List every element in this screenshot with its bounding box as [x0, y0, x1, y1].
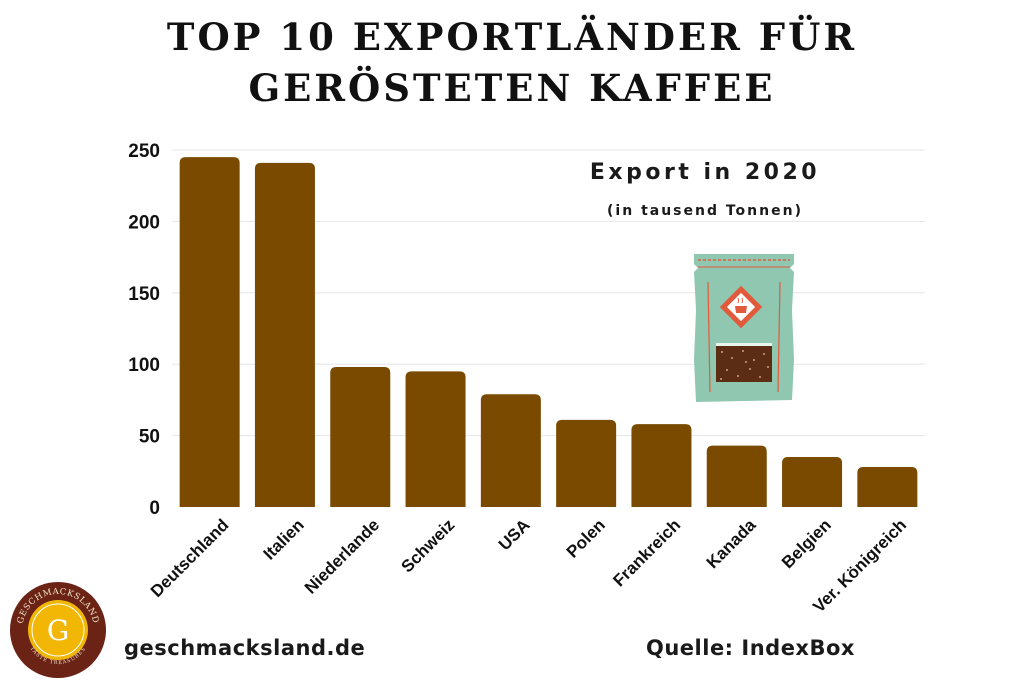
x-tick-label-1: Italien — [260, 515, 308, 563]
annotation-unit: (in tausend Tonnen) — [607, 203, 803, 219]
geschmacksland-logo: G GESCHMACKSLAND TASTE TREASURES — [10, 582, 106, 678]
source-label: Quelle: IndexBox — [646, 636, 855, 660]
y-tick-label-0: 0 — [149, 498, 160, 519]
bar-9 — [857, 467, 918, 507]
y-tick-label-1: 50 — [139, 427, 160, 448]
y-tick-label-4: 200 — [128, 212, 160, 233]
bar-2 — [330, 367, 391, 507]
chart-title-line-1: TOP 10 EXPORTLÄNDER FÜR — [166, 15, 858, 59]
x-tick-label-6: Frankreich — [609, 515, 684, 590]
bar-7 — [706, 445, 767, 507]
bar-0 — [179, 157, 240, 507]
bar-5 — [556, 419, 617, 507]
x-tick-label-7: Kanada — [703, 515, 760, 572]
y-axis-tick-labels: 0 50 100 150 200 250 — [128, 141, 160, 519]
bar-4 — [480, 394, 541, 507]
bar-8 — [782, 457, 843, 507]
chart-title-line-2: GERÖSTETEN KAFFEE — [248, 66, 776, 110]
x-tick-label-2: Niederlande — [301, 515, 383, 597]
x-tick-label-8: Belgien — [778, 515, 835, 572]
coffee-bag-icon — [694, 254, 794, 402]
bars — [179, 157, 918, 508]
bar-1 — [254, 162, 315, 508]
bar-6 — [631, 424, 692, 507]
annotation-export-year: Export in 2020 — [589, 160, 821, 185]
y-tick-label-2: 100 — [128, 355, 160, 376]
website-label[interactable]: geschmacksland.de — [124, 636, 366, 660]
y-tick-label-3: 150 — [128, 284, 160, 305]
logo-letter: G — [47, 614, 69, 647]
x-tick-label-5: Polen — [563, 515, 609, 561]
x-tick-label-4: USA — [495, 515, 534, 554]
x-tick-label-3: Schweiz — [398, 515, 459, 576]
x-tick-label-0: Deutschland — [147, 515, 233, 601]
bar-3 — [405, 371, 466, 507]
y-tick-label-5: 250 — [128, 141, 160, 162]
chart-title: TOP 10 EXPORTLÄNDER FÜR GERÖSTETEN KAFFE… — [0, 12, 1024, 114]
